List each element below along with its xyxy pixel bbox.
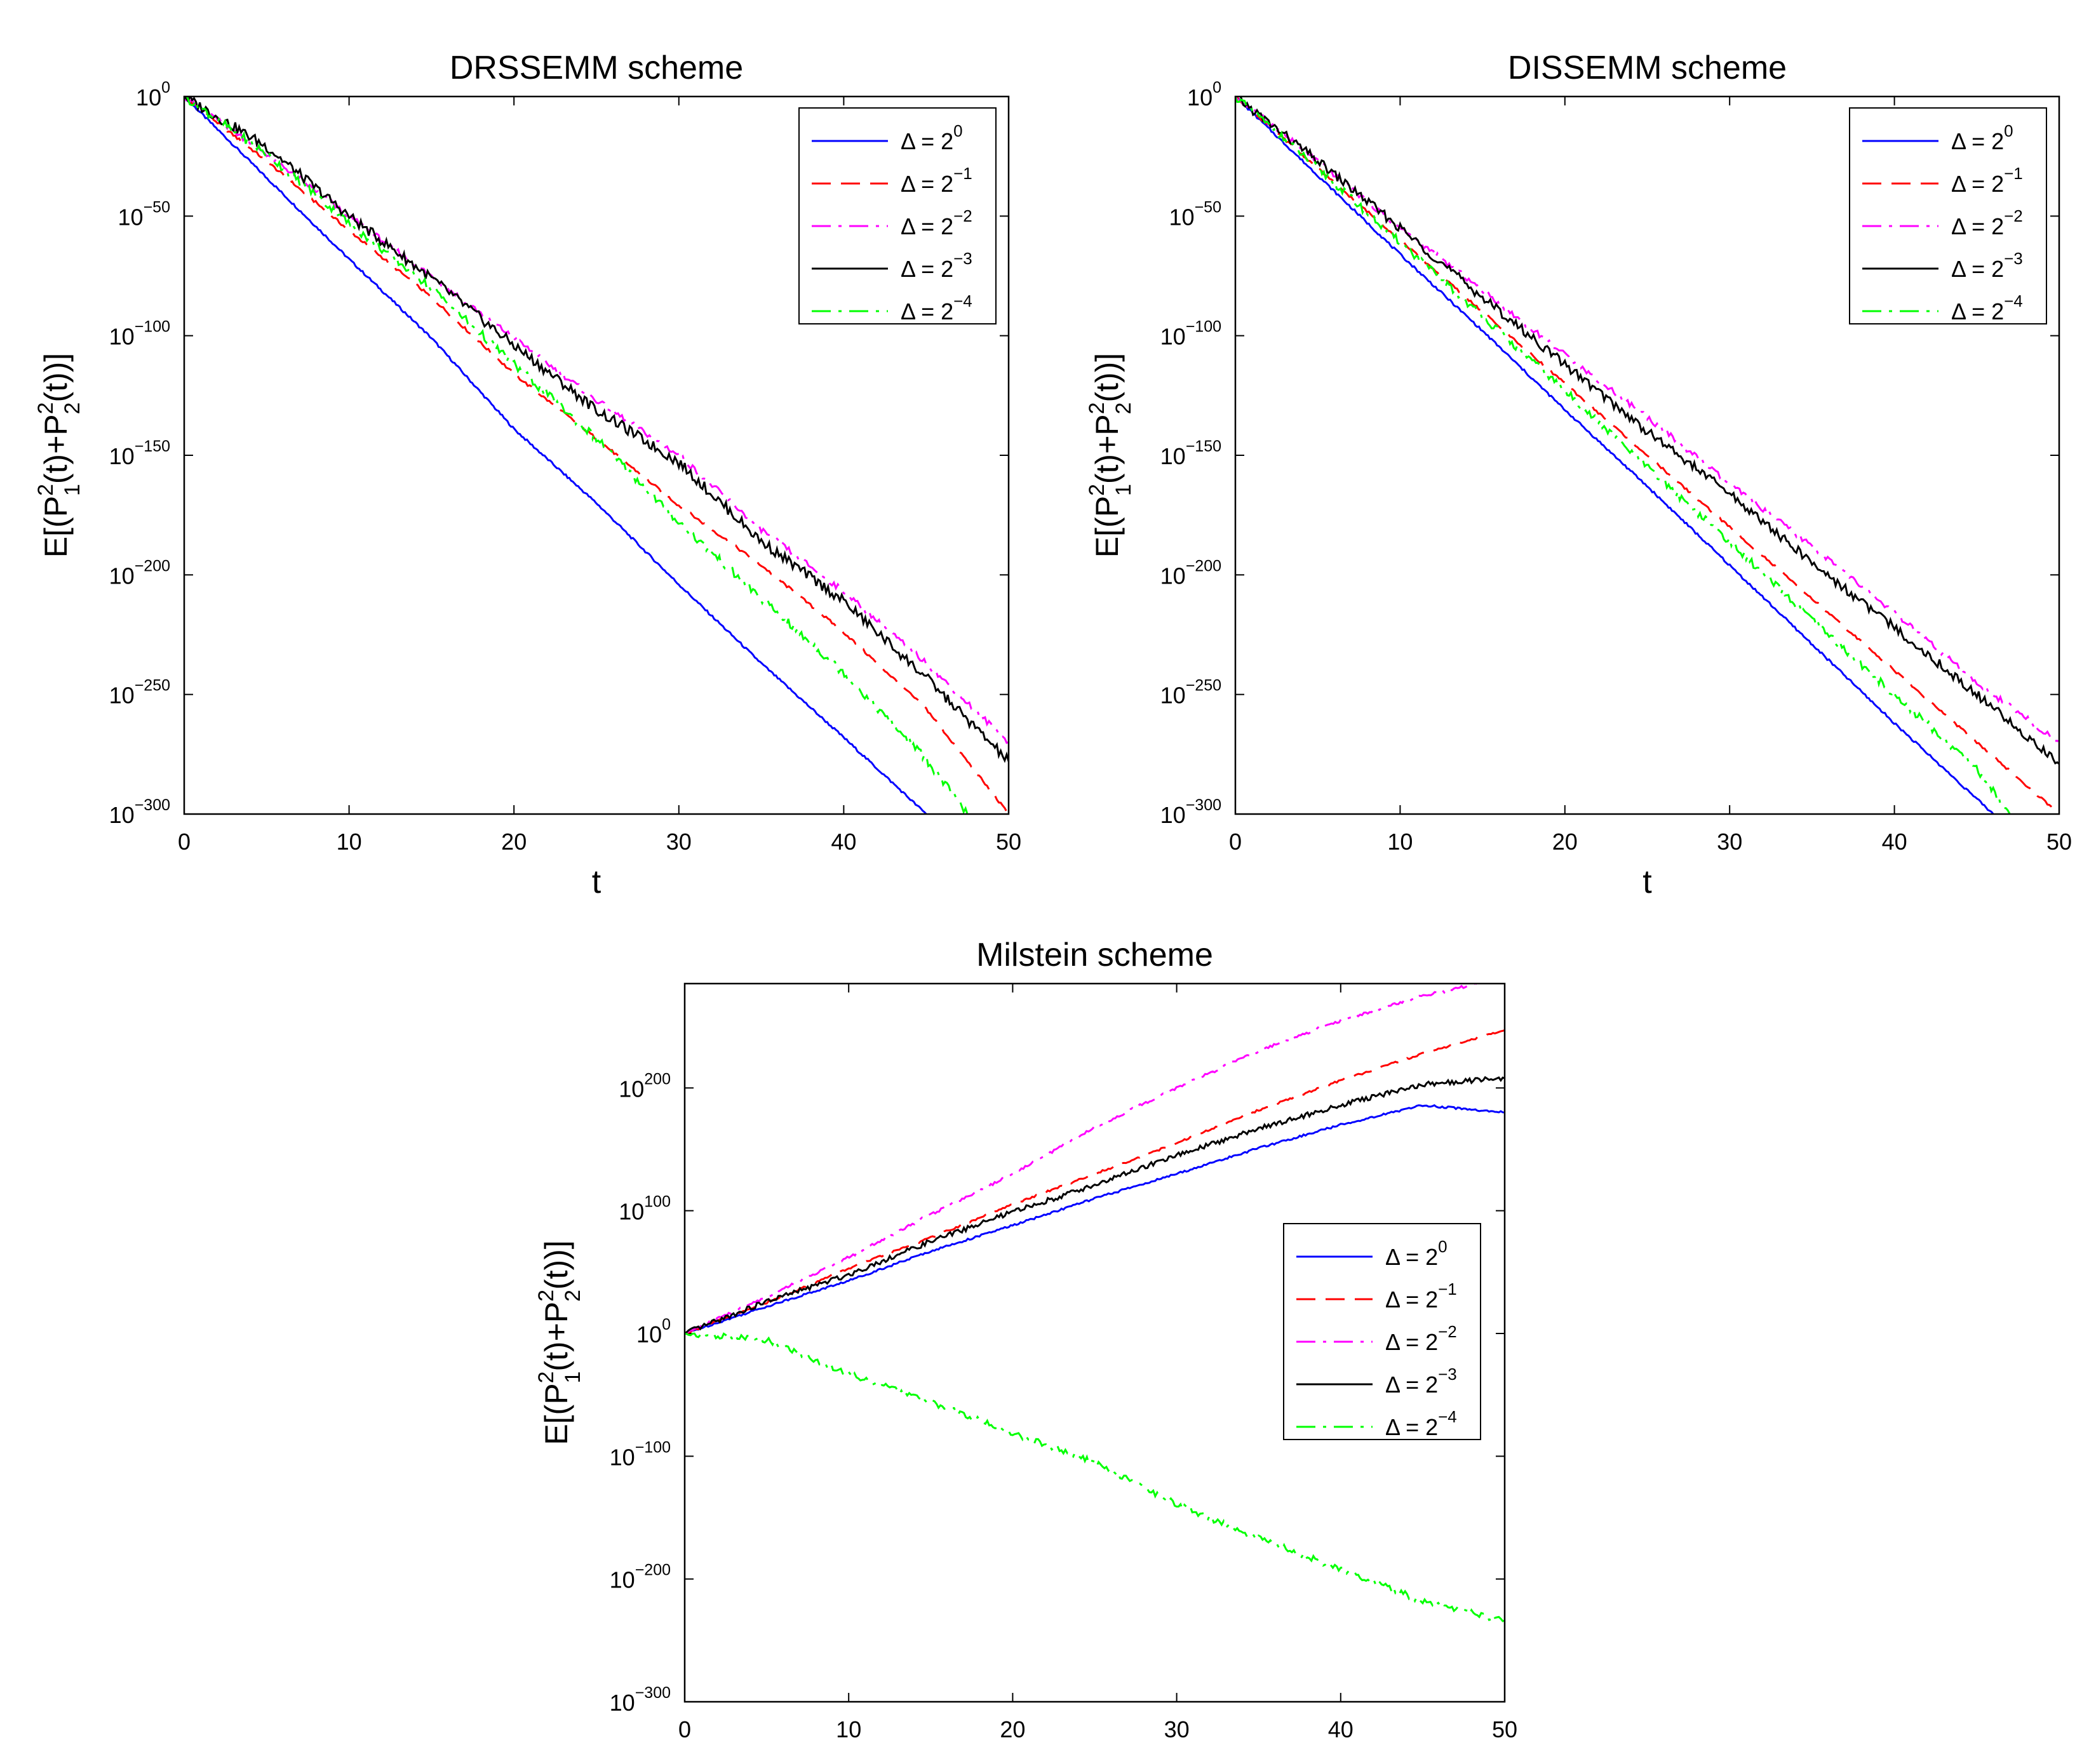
series-line <box>685 1104 1505 1335</box>
series-line <box>685 1029 1505 1335</box>
y-tick-label: 10−100 <box>610 1438 671 1470</box>
x-tick-label: 20 <box>501 829 527 855</box>
series-line <box>685 984 1486 1335</box>
series-line <box>184 97 1009 744</box>
legend-label: Δ = 2−3 <box>1385 1365 1457 1398</box>
x-tick-label: 50 <box>2046 829 2072 855</box>
y-tick-label: 100 <box>136 79 170 110</box>
chart-title: DISSEMM scheme <box>1508 50 1787 86</box>
legend-label: Δ = 2−1 <box>1385 1280 1457 1313</box>
plot-frame <box>183 95 1010 815</box>
y-axis-label: E[(P2 1(t)+P2 2(t))] <box>534 1240 585 1445</box>
y-tick-label: 10−200 <box>610 1561 671 1593</box>
y-tick-label: 100 <box>1187 79 1221 110</box>
chart-dissemm: DISSEMM scheme 0 10 20 30 40 50 100 10−50 10−100 1… <box>1085 50 2072 900</box>
chart-milstein: Milstein scheme 0 10 20 30 40 50 10200 10100 100 1… <box>534 937 1517 1742</box>
y-tick-label: 10100 <box>619 1193 671 1225</box>
y-tick-label: 10−150 <box>1160 438 1221 469</box>
series-line <box>1235 97 2059 765</box>
chart-title: Milstein scheme <box>976 937 1213 973</box>
y-axis-label: E[(P2 1(t)+P2 2(t))] <box>1085 353 1136 558</box>
legend-label: Δ = 2−4 <box>1951 291 2023 324</box>
legend: Δ = 20 Δ = 2−1 Δ = 2−2 Δ = 2−3 Δ = 2−4 <box>1849 107 2047 324</box>
x-tick-label: 30 <box>1717 829 1742 855</box>
legend-label: Δ = 2−4 <box>1385 1407 1457 1440</box>
y-tick-label: 10−300 <box>1160 796 1221 828</box>
legend-box <box>1849 107 2047 324</box>
legend: Δ = 20 Δ = 2−1 Δ = 2−2 Δ = 2−3 Δ = 2−4 <box>1283 1223 1481 1440</box>
legend-label: Δ = 2−4 <box>901 291 972 324</box>
x-axis-label: t <box>1643 864 1652 900</box>
x-axis-label: t <box>592 864 601 900</box>
y-tick-label: 10−300 <box>109 796 170 828</box>
legend-label: Δ = 2−1 <box>1951 164 2023 197</box>
legend-label: Δ = 2−1 <box>901 164 972 197</box>
legend-label: Δ = 2−3 <box>901 249 972 282</box>
y-tick-label: 10−50 <box>118 198 170 230</box>
chart-drssemm: DRSSEMM scheme 0 10 20 30 40 50 100 10−50 10−100 1… <box>34 50 1021 900</box>
series-line <box>1235 97 2059 814</box>
legend-label: Δ = 2−2 <box>1385 1322 1457 1355</box>
x-tick-label: 20 <box>1000 1716 1025 1742</box>
x-tick-label: 40 <box>1882 829 1907 855</box>
series-line <box>184 97 927 814</box>
plot-frame <box>683 982 1506 1703</box>
y-tick-label: 10−100 <box>1160 318 1221 350</box>
x-tick-label: 0 <box>1229 829 1242 855</box>
x-tick-label: 10 <box>1387 829 1413 855</box>
legend-label: Δ = 20 <box>1385 1237 1448 1270</box>
x-tick-label: 20 <box>1552 829 1578 855</box>
legend-label: Δ = 20 <box>1951 121 2013 154</box>
series-line <box>184 97 969 814</box>
x-tick-label: 10 <box>836 1716 861 1742</box>
series-line <box>1235 97 1994 814</box>
x-tick-label: 0 <box>178 829 191 855</box>
x-tick-label: 30 <box>1164 1716 1190 1742</box>
x-tick-label: 0 <box>678 1716 691 1742</box>
y-tick-label: 100 <box>636 1316 671 1347</box>
series-line <box>184 97 1009 814</box>
y-tick-label: 10−200 <box>109 557 170 589</box>
legend-box <box>1283 1223 1481 1440</box>
y-tick-label: 10−150 <box>109 438 170 469</box>
x-tick-label: 40 <box>1328 1716 1354 1742</box>
y-tick-label: 10−300 <box>610 1684 671 1716</box>
legend: Δ = 20 Δ = 2−1 Δ = 2−2 Δ = 2−3 Δ = 2−4 <box>798 107 997 324</box>
y-tick-label: 10−250 <box>1160 677 1221 709</box>
series-line <box>1235 97 2059 744</box>
series-line <box>685 1076 1505 1335</box>
y-axis-label: E[(P2 1(t)+P2 2(t))] <box>34 353 84 558</box>
x-tick-label: 40 <box>831 829 856 855</box>
plot-frame <box>1234 95 2060 815</box>
y-tick-label: 10−200 <box>1160 557 1221 589</box>
y-tick-label: 10200 <box>619 1070 671 1102</box>
legend-label: Δ = 20 <box>901 121 963 154</box>
x-tick-label: 50 <box>996 829 1021 855</box>
legend-label: Δ = 2−2 <box>901 206 972 239</box>
legend-box <box>798 107 997 324</box>
legend-label: Δ = 2−2 <box>1951 206 2023 239</box>
y-tick-label: 10−50 <box>1169 198 1221 230</box>
legend-label: Δ = 2−3 <box>1951 249 2023 282</box>
series-line <box>1235 97 2011 814</box>
y-tick-label: 10−100 <box>109 318 170 350</box>
x-tick-label: 10 <box>337 829 362 855</box>
x-tick-label: 50 <box>1492 1716 1517 1742</box>
y-tick-label: 10−250 <box>109 677 170 709</box>
x-tick-label: 30 <box>666 829 692 855</box>
chart-title: DRSSEMM scheme <box>450 50 743 86</box>
series-line <box>685 1330 1505 1622</box>
